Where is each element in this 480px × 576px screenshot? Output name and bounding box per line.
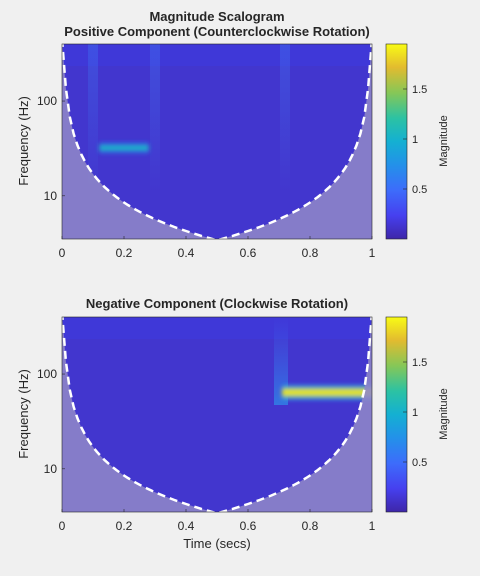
x-tick-label: 0.8 (302, 519, 319, 533)
x-tick-label: 0 (59, 519, 66, 533)
x-axis-label: Time (secs) (183, 536, 250, 551)
x-tick-label: 0.2 (116, 246, 133, 260)
y-ticks: 10 100 (37, 367, 65, 476)
x-tick-label: 0.2 (116, 519, 133, 533)
panel-negative: Negative Component (Clockwise Rotation) … (16, 296, 450, 551)
chart-title: Negative Component (Clockwise Rotation) (86, 296, 348, 311)
magnitude-band (282, 383, 372, 402)
x-tick-label: 0.8 (302, 246, 319, 260)
colorbar-tick-label: 0.5 (412, 184, 427, 196)
top-stripe (62, 44, 372, 66)
x-ticks: 0 0.2 0.4 0.6 0.8 1 (59, 509, 376, 533)
top-stripe (62, 317, 372, 339)
colorbar-tick-label: 1.5 (412, 84, 427, 96)
x-ticks: 0 0.2 0.4 0.6 0.8 1 (59, 236, 376, 260)
x-tick-label: 0 (59, 246, 66, 260)
colorbar (385, 43, 408, 240)
chart-title: Positive Component (Counterclockwise Rot… (64, 24, 370, 39)
y-axis-label: Frequency (Hz) (16, 96, 31, 186)
colorbar-tick-label: 1 (412, 134, 418, 146)
figure-title: Magnitude Scalogram (149, 9, 284, 24)
x-tick-label: 0.4 (178, 519, 195, 533)
colorbar-tick-label: 0.5 (412, 457, 427, 469)
x-tick-label: 0.4 (178, 246, 195, 260)
magnitude-band (99, 140, 149, 155)
coi-line (62, 44, 372, 239)
x-tick-label: 0.6 (240, 246, 257, 260)
plot-frame (61, 43, 373, 240)
streak (280, 44, 290, 194)
streak (150, 44, 160, 194)
streak (274, 317, 288, 405)
y-axis-label: Frequency (Hz) (16, 369, 31, 459)
colorbar-label: Magnitude (438, 115, 450, 166)
y-ticks: 10 100 (37, 94, 65, 203)
coi-shade (62, 44, 372, 239)
x-tick-label: 1 (369, 246, 376, 260)
y-tick-label: 10 (44, 189, 58, 203)
coi-line (62, 317, 372, 512)
y-tick-label: 10 (44, 462, 58, 476)
x-tick-label: 1 (369, 519, 376, 533)
plot-frame (61, 316, 373, 513)
streak (88, 44, 98, 194)
colorbar-tick-label: 1.5 (412, 357, 427, 369)
colorbar-ticks: 0.5 1 1.5 (403, 357, 427, 469)
panel-positive: Positive Component (Counterclockwise Rot… (16, 24, 450, 260)
colorbar-tick-label: 1 (412, 407, 418, 419)
y-tick-label: 100 (37, 94, 57, 108)
colorbar-ticks: 0.5 1 1.5 (403, 84, 427, 196)
colorbar (385, 316, 408, 513)
coi-shade (62, 317, 372, 512)
y-tick-label: 100 (37, 367, 57, 381)
colorbar-label: Magnitude (438, 388, 450, 439)
x-tick-label: 0.6 (240, 519, 257, 533)
